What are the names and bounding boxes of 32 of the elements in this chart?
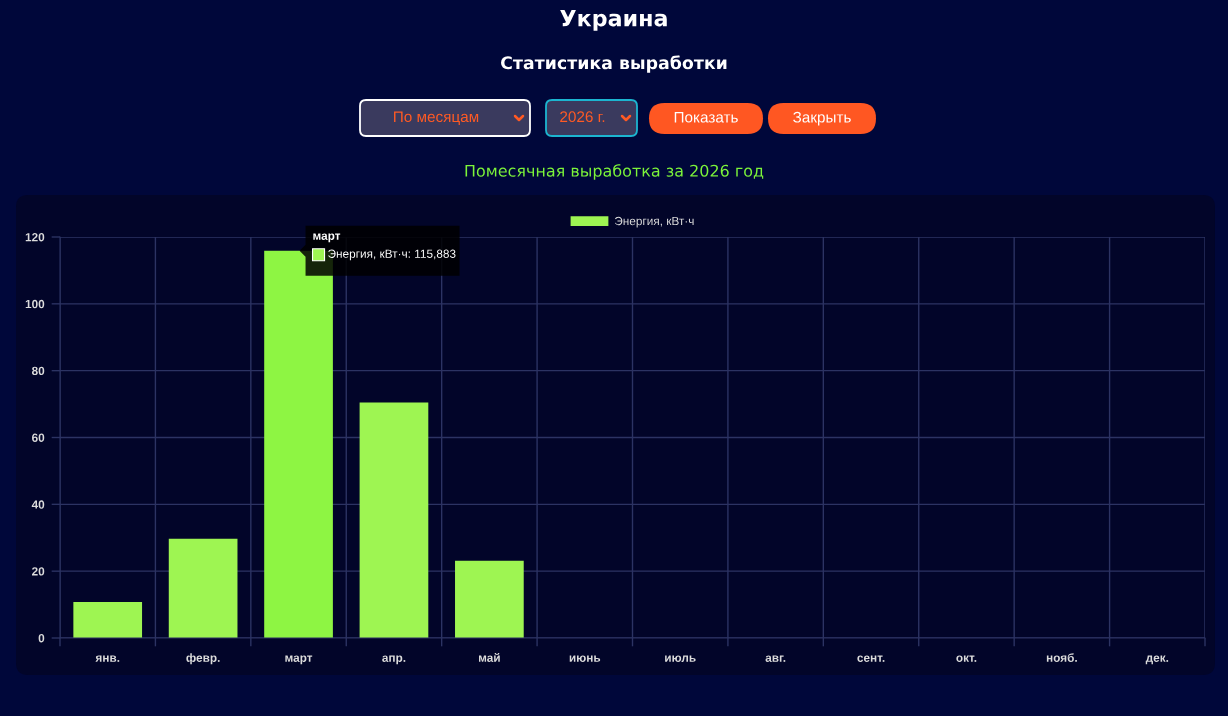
x-tick-label: февр. (186, 653, 220, 665)
text: 2026 г. (560, 111, 605, 123)
x-tick-label: июль (665, 655, 696, 662)
y-tick-label: 80 (31, 366, 45, 376)
text: Закрыть (793, 111, 851, 126)
chart-subtitle: Статистика выработки (501, 55, 727, 73)
bar (359, 402, 429, 638)
x-tick-label: окт. (956, 655, 977, 662)
x-tick-label: дек. (1145, 655, 1169, 665)
annotation: март (313, 233, 341, 243)
x-tick-label: апр. (382, 655, 406, 665)
legend-label: Энергия, кВт·ч (614, 216, 694, 228)
x-tick-label: сент. (857, 655, 885, 662)
x-tick-label: май (479, 653, 500, 662)
x-tick-label: март (285, 655, 313, 665)
y-tick-label: 0 (38, 634, 45, 643)
bar (455, 560, 524, 638)
y-tick-label: 20 (32, 567, 45, 576)
bar (168, 538, 238, 638)
text: По месяцам (394, 111, 479, 125)
y-tick-label: 40 (31, 500, 45, 509)
text: Показать (674, 111, 738, 123)
y-tick-label: 120 (25, 233, 45, 242)
x-tick-label: авг. (765, 655, 786, 662)
x-tick-label: янв. (95, 655, 120, 662)
y-tick-label: 60 (32, 433, 45, 442)
y-tick-label: 100 (25, 299, 45, 309)
text: Помесячная выработка за 2026 год (465, 164, 764, 180)
bar (73, 601, 143, 638)
chart-title: Украина (560, 9, 667, 31)
x-tick-label: нояб. (1046, 653, 1077, 662)
x-tick-label: июнь (569, 655, 601, 662)
